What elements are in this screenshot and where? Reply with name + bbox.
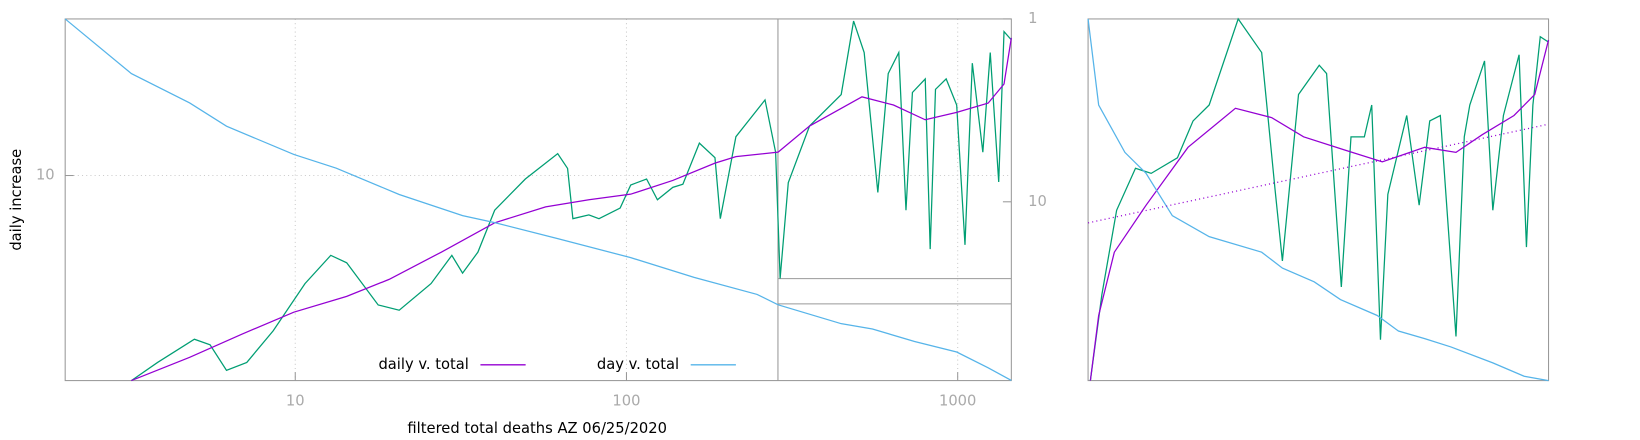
x-tick-label: 10 <box>286 393 305 410</box>
series-line <box>130 20 1012 382</box>
plot-frame <box>64 18 1012 382</box>
y2-tick-label: 10 <box>1028 193 1047 210</box>
series-line <box>1089 39 1550 381</box>
y2-tick-label: 1 <box>1028 10 1037 27</box>
y-axis-label: daily increase <box>8 149 25 251</box>
zoom-marker <box>777 18 1012 381</box>
legend-label: daily v. total <box>378 356 468 373</box>
series-line <box>131 37 1012 382</box>
series-line <box>1087 123 1549 224</box>
y-tick-label: 10 <box>36 167 55 184</box>
x-tick-label: 1000 <box>939 393 976 410</box>
series-line <box>64 18 1012 381</box>
plot-frame <box>1087 18 1550 382</box>
x-tick-label: 100 <box>612 393 640 410</box>
series-line <box>1089 17 1549 381</box>
legend-label: day v. total <box>597 356 679 373</box>
series-line <box>1087 18 1549 382</box>
x-axis-label: filtered total deaths AZ 06/25/2020 <box>407 420 667 437</box>
